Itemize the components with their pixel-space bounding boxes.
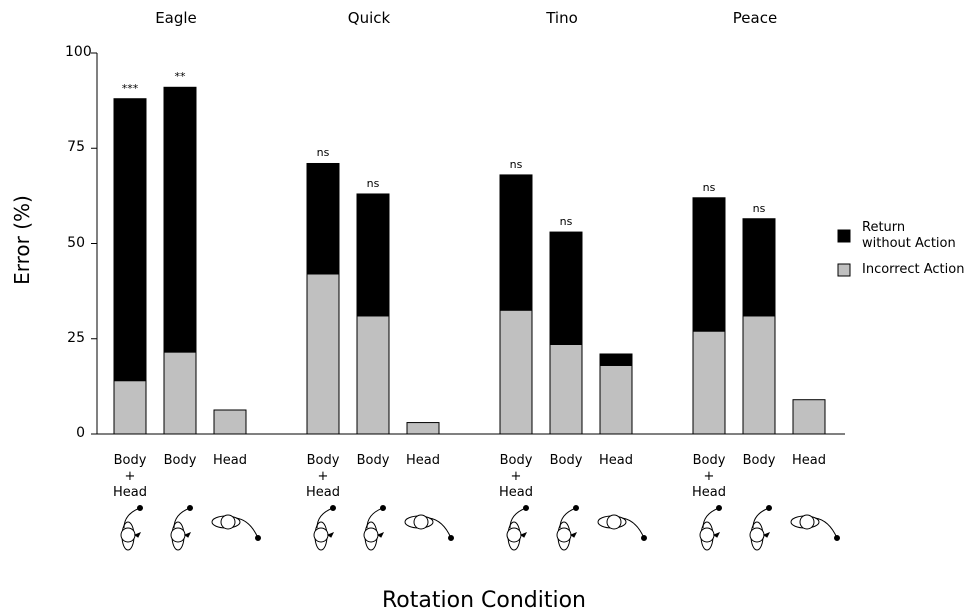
legend-label: Return without Action — [862, 220, 956, 252]
bar-segment — [550, 344, 582, 434]
bar-segment — [114, 381, 146, 434]
bar-segment — [357, 316, 389, 434]
bar-segment — [164, 352, 196, 434]
bar-segment — [743, 316, 775, 434]
bar-segment — [600, 354, 632, 365]
x-tick-label: Body + Head — [692, 453, 726, 501]
bar-segment — [407, 423, 439, 434]
significance-label: ns — [560, 214, 573, 230]
bar-segment — [307, 274, 339, 434]
x-tick-label: Body — [743, 453, 776, 469]
legend-swatch — [838, 264, 850, 276]
bar-segment — [357, 194, 389, 316]
x-axis-label: Rotation Condition — [382, 588, 586, 614]
rotation-icon — [171, 506, 193, 551]
rotation-icon — [507, 506, 529, 551]
y-tick-label: 25 — [65, 330, 85, 346]
significance-label: ns — [703, 180, 716, 196]
group-title: Tino — [546, 10, 578, 26]
y-tick-label: 100 — [65, 44, 85, 60]
x-tick-label: Head — [792, 453, 826, 469]
x-tick-label: Body — [164, 453, 197, 469]
x-tick-label: Body — [550, 453, 583, 469]
x-tick-label: Body + Head — [306, 453, 340, 501]
group-title: Peace — [733, 10, 777, 26]
rotation-icon — [750, 506, 772, 551]
y-tick-label: 50 — [65, 235, 85, 251]
bar-segment — [307, 163, 339, 273]
x-tick-label: Head — [599, 453, 633, 469]
x-tick-label: Head — [213, 453, 247, 469]
bar-segment — [500, 310, 532, 434]
y-tick-label: 75 — [65, 139, 85, 155]
bar-segment — [214, 410, 246, 434]
rotation-icon — [405, 515, 454, 541]
rotation-icon — [700, 506, 722, 551]
significance-label: ns — [510, 157, 523, 173]
bar-segment — [693, 331, 725, 434]
x-tick-label: Body + Head — [113, 453, 147, 501]
significance-label: ** — [175, 69, 186, 85]
rotation-icon — [121, 506, 143, 551]
x-tick-label: Head — [406, 453, 440, 469]
chart: Error (%) Rotation Condition 0 25 50 75 100 E… — [0, 0, 977, 615]
x-tick-label: Body + Head — [499, 453, 533, 501]
significance-label: *** — [122, 81, 139, 97]
group-title: Eagle — [155, 10, 197, 26]
y-tick-label: 0 — [65, 425, 85, 441]
significance-label: ns — [317, 145, 330, 161]
legend-label: Incorrect Action — [862, 262, 964, 278]
significance-label: ns — [753, 201, 766, 217]
bar-segment — [164, 87, 196, 352]
bar-segment — [793, 400, 825, 434]
bar-segment — [743, 219, 775, 316]
rotation-icon — [314, 506, 336, 551]
rotation-icon — [212, 515, 261, 541]
bar-segment — [693, 198, 725, 331]
bar-segment — [500, 175, 532, 310]
x-tick-label: Body — [357, 453, 390, 469]
legend-swatch — [838, 230, 850, 242]
plot — [0, 0, 977, 615]
bar-segment — [550, 232, 582, 344]
y-axis-label: Error (%) — [14, 195, 30, 285]
bar-segment — [600, 365, 632, 434]
rotation-icon — [364, 506, 386, 551]
rotation-icon — [791, 515, 840, 541]
bar-segment — [114, 99, 146, 381]
group-title: Quick — [348, 10, 390, 26]
rotation-icon — [557, 506, 579, 551]
significance-label: ns — [367, 176, 380, 192]
rotation-icon — [598, 515, 647, 541]
